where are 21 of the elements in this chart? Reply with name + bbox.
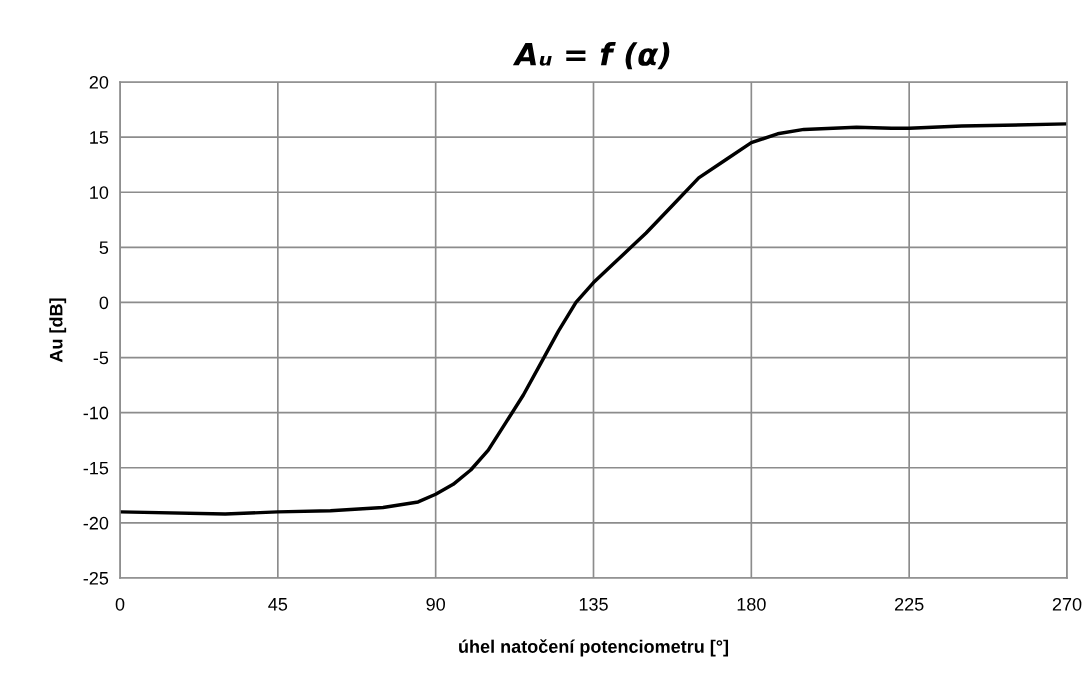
y-tick-label: -15 bbox=[83, 461, 109, 475]
y-tick-label: -20 bbox=[83, 516, 109, 530]
y-tick-label: 20 bbox=[89, 75, 109, 89]
x-tick-label: 0 bbox=[115, 597, 125, 611]
y-tick-label: 0 bbox=[99, 296, 109, 310]
x-tick-label: 45 bbox=[268, 598, 288, 611]
x-tick-label: 180 bbox=[737, 597, 766, 611]
y-tick-label: 10 bbox=[90, 186, 109, 199]
x-axis-title: úhel natočení potenciometru [°] bbox=[459, 639, 729, 657]
x-tick-label: 270 bbox=[1052, 597, 1082, 611]
y-tick-label: -25 bbox=[83, 571, 109, 585]
chart-title: Aᵤ = f (α) bbox=[512, 42, 670, 70]
y-tick-label: 5 bbox=[99, 241, 109, 255]
x-tick-label: 135 bbox=[579, 597, 608, 611]
x-tick-label: 90 bbox=[426, 597, 445, 611]
y-axis-title: Au [dB] bbox=[49, 298, 67, 363]
y-tick-label: -5 bbox=[93, 351, 109, 365]
line-series bbox=[120, 122, 1067, 516]
x-tick-label: 225 bbox=[895, 597, 924, 611]
y-tick-label: 15 bbox=[90, 131, 109, 144]
y-tick-label: -10 bbox=[83, 406, 109, 420]
